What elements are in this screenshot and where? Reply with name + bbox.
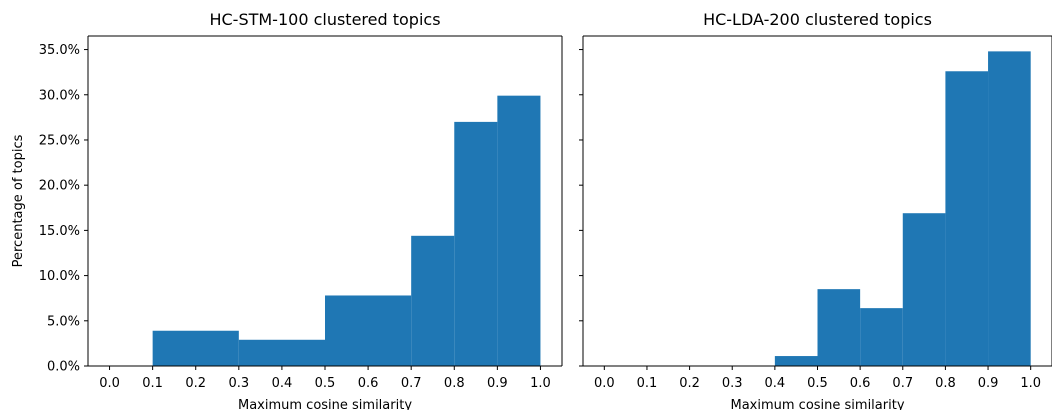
y-tick-label: 10.0% xyxy=(39,269,80,284)
x-tick-label: 0.9 xyxy=(487,376,508,391)
x-tick-label: 0.3 xyxy=(722,376,743,391)
x-tick-label: 0.0 xyxy=(594,376,615,391)
x-tick-label: 0.1 xyxy=(637,376,658,391)
x-tick-label: 0.5 xyxy=(807,376,828,391)
y-tick-label: 0.0% xyxy=(47,360,80,375)
x-axis-label: Maximum cosine similarity xyxy=(238,398,412,410)
histogram-bar xyxy=(325,295,412,366)
y-tick-label: 20.0% xyxy=(39,179,80,194)
x-tick-label: 0.2 xyxy=(185,376,206,391)
x-tick-label: 0.5 xyxy=(315,376,336,391)
x-tick-label: 1.0 xyxy=(530,376,551,391)
histogram-bar xyxy=(454,121,498,366)
x-tick-label: 0.2 xyxy=(679,376,700,391)
x-tick-label: 0.4 xyxy=(765,376,786,391)
x-tick-label: 0.3 xyxy=(228,376,249,391)
x-tick-label: 0.9 xyxy=(978,376,999,391)
histogram-bar xyxy=(238,339,325,366)
y-tick-label: 30.0% xyxy=(39,88,80,103)
x-tick-label: 0.6 xyxy=(850,376,871,391)
histogram-bar xyxy=(988,51,1031,367)
x-tick-label: 1.0 xyxy=(1020,376,1041,391)
chart-title: HC-STM-100 clustered topics xyxy=(209,10,440,29)
y-tick-label: 5.0% xyxy=(47,314,80,329)
histogram-bar xyxy=(860,308,903,366)
y-tick-label: 15.0% xyxy=(39,224,80,239)
chart-title: HC-LDA-200 clustered topics xyxy=(703,10,932,29)
histogram-bar xyxy=(902,213,946,366)
x-tick-label: 0.4 xyxy=(272,376,293,391)
x-tick-label: 0.7 xyxy=(401,376,422,391)
x-tick-label: 0.8 xyxy=(935,376,956,391)
histogram-bar xyxy=(945,71,989,366)
x-tick-label: 0.6 xyxy=(358,376,379,391)
x-tick-label: 0.1 xyxy=(142,376,163,391)
x-tick-label: 0.0 xyxy=(99,376,120,391)
histogram-bar xyxy=(497,95,541,367)
histogram-bar xyxy=(774,356,818,366)
y-axis-label: Percentage of topics xyxy=(11,134,26,267)
x-tick-label: 0.8 xyxy=(444,376,465,391)
histogram-bar xyxy=(817,289,861,366)
histogram-bar xyxy=(152,330,239,366)
x-tick-label: 0.7 xyxy=(892,376,913,391)
y-tick-label: 25.0% xyxy=(39,133,80,148)
y-tick-label: 35.0% xyxy=(39,43,80,58)
x-axis-label: Maximum cosine similarity xyxy=(730,398,904,410)
histogram-bar xyxy=(411,235,455,366)
